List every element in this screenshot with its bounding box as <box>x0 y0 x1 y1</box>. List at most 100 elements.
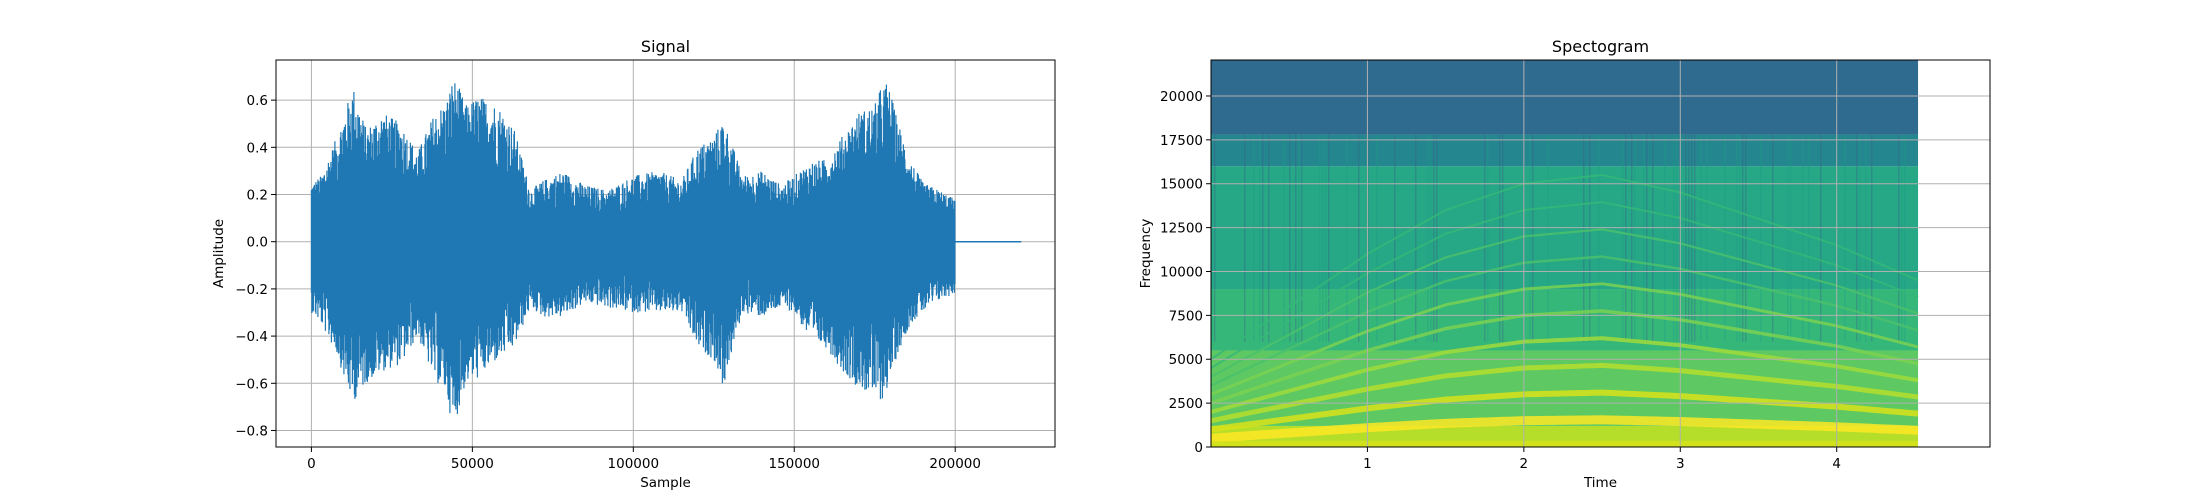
signal-frame <box>275 59 1056 448</box>
spectrogram-streak <box>1676 134 1678 342</box>
spectrogram-y-tick-label: 5000 <box>1169 352 1203 368</box>
signal-waveform <box>310 83 1022 414</box>
spectrogram-x-tick-label: 1 <box>1363 456 1372 472</box>
spectrogram-xlabel: Time <box>1583 475 1617 491</box>
spectrogram-streak <box>1859 134 1861 342</box>
spectrogram-streak <box>1898 134 1900 342</box>
spectrogram-streak <box>1685 134 1687 342</box>
spectrogram-streak <box>1724 134 1726 342</box>
spectrogram-image <box>1211 60 1919 447</box>
spectrogram-streak <box>1319 134 1321 342</box>
spectrogram-streak <box>1259 134 1261 342</box>
spectrogram-streak <box>1643 134 1645 342</box>
spectrogram-streak <box>1598 134 1600 342</box>
spectrogram-streak <box>1298 134 1300 342</box>
spectrogram-streak <box>1499 134 1501 342</box>
spectrogram-streak <box>1325 134 1327 342</box>
signal-ticks: 0 50000 100000 150000 200000 −0.8 −0.6 −0.4 −0.2… <box>235 93 981 472</box>
spectrogram-harmonic <box>1211 282 1919 396</box>
signal-x-tick-label: 150000 <box>768 456 820 472</box>
spectrogram-harmonic <box>1211 362 1919 424</box>
spectrogram-streak <box>1820 134 1822 342</box>
spectrogram-streak <box>1673 134 1675 342</box>
spectrogram-panel: 1 2 3 4 0 2500 5000 7500 10000 12500 15000 17500 200… <box>1138 37 1991 491</box>
spectrogram-streak <box>1547 134 1549 342</box>
spectrogram-y-tick-label: 2500 <box>1169 396 1203 412</box>
spectrogram-harmonic <box>1211 415 1919 443</box>
spectrogram-streak <box>1346 134 1348 342</box>
signal-ylabel: Amplitude <box>211 219 227 288</box>
signal-xlabel: Sample <box>640 475 691 491</box>
spectrogram-x-tick-label: 3 <box>1676 456 1685 472</box>
spectrogram-streak <box>1787 134 1789 342</box>
signal-x-tick-label: 0 <box>307 456 316 472</box>
spectrogram-streak <box>1622 134 1624 342</box>
spectrogram-band <box>1211 134 1919 167</box>
spectrogram-streak <box>1802 134 1804 342</box>
spectrogram-y-tick-label: 0 <box>1194 440 1203 456</box>
spectrogram-streak <box>1736 134 1738 342</box>
spectrogram-x-tick-label: 2 <box>1520 456 1529 472</box>
signal-x-tick-label: 50000 <box>451 456 494 472</box>
spectrogram-streak <box>1904 134 1906 342</box>
signal-y-tick-label: 0.0 <box>247 235 268 251</box>
spectrogram-title: Spectogram <box>1552 37 1649 56</box>
spectrogram-streak <box>1760 134 1762 342</box>
spectrogram-streak <box>1664 134 1666 342</box>
spectrogram-streak <box>1700 134 1702 342</box>
spectrogram-streak <box>1871 134 1873 342</box>
spectrogram-streak <box>1856 134 1858 342</box>
spectrogram-streak <box>1532 134 1534 342</box>
spectrogram-streak <box>1583 134 1585 342</box>
spectrogram-streak <box>1253 134 1255 342</box>
spectrogram-streak <box>1268 134 1270 342</box>
spectrogram-streak <box>1430 134 1432 342</box>
spectrogram-streak <box>1433 134 1435 342</box>
spectrogram-streak <box>1772 134 1774 342</box>
spectrogram-streak <box>1691 134 1693 342</box>
spectrogram-streak <box>1865 134 1867 342</box>
spectrogram-band <box>1211 60 1919 135</box>
spectrogram-streak <box>1301 134 1303 342</box>
spectrogram-streak <box>1358 134 1360 342</box>
spectrogram-streak <box>1742 134 1744 342</box>
spectrogram-streak <box>1790 134 1792 342</box>
signal-y-tick-label: 0.6 <box>247 93 268 109</box>
spectrogram-harmonic <box>1211 201 1919 369</box>
spectrogram-y-tick-label: 10000 <box>1160 264 1203 280</box>
spectrogram-harmonic <box>1211 173 1919 361</box>
spectrogram-streak <box>1484 134 1486 342</box>
spectrogram-ylabel: Frequency <box>1138 219 1154 289</box>
spectrogram-streak <box>1322 134 1324 342</box>
spectrogram-streak <box>1901 134 1903 342</box>
spectrogram-y-tick-label: 15000 <box>1160 177 1203 193</box>
spectrogram-streak <box>1688 134 1690 342</box>
signal-waveform-line <box>310 83 956 414</box>
spectrogram-streak <box>1262 134 1264 342</box>
signal-y-tick-label: −0.4 <box>235 329 268 345</box>
signal-y-tick-label: 0.2 <box>247 188 268 204</box>
spectrogram-streak <box>1487 134 1489 342</box>
spectrogram-streak <box>1625 134 1627 342</box>
spectrogram-y-tick-label: 17500 <box>1160 133 1203 149</box>
spectrogram-streak <box>1706 134 1708 342</box>
spectrogram-streak <box>1295 134 1297 342</box>
spectrogram-streak <box>1529 134 1531 342</box>
spectrogram-harmonic <box>1211 228 1919 378</box>
spectrogram-streak <box>1283 134 1285 342</box>
signal-x-tick-label: 200000 <box>929 456 981 472</box>
spectrogram-streak <box>1244 134 1246 342</box>
spectrogram-frame <box>1210 59 1991 448</box>
spectrogram-streak <box>1634 134 1636 342</box>
spectrogram-y-tick-label: 20000 <box>1160 89 1203 105</box>
spectrogram-floor <box>1211 440 1919 447</box>
spectrogram-streak <box>1589 134 1591 342</box>
spectrogram-harmonic <box>1211 309 1919 405</box>
spectrogram-ticks: 1 2 3 4 0 2500 5000 7500 10000 12500 15000 17500 200… <box>1160 89 1841 472</box>
spectrogram-y-tick-label: 7500 <box>1169 308 1203 324</box>
spectrogram-harmonic <box>1211 336 1919 414</box>
signal-y-tick-label: −0.8 <box>235 423 268 439</box>
spectrogram-y-tick-label: 12500 <box>1160 221 1203 237</box>
spectrogram-streak <box>1502 134 1504 342</box>
